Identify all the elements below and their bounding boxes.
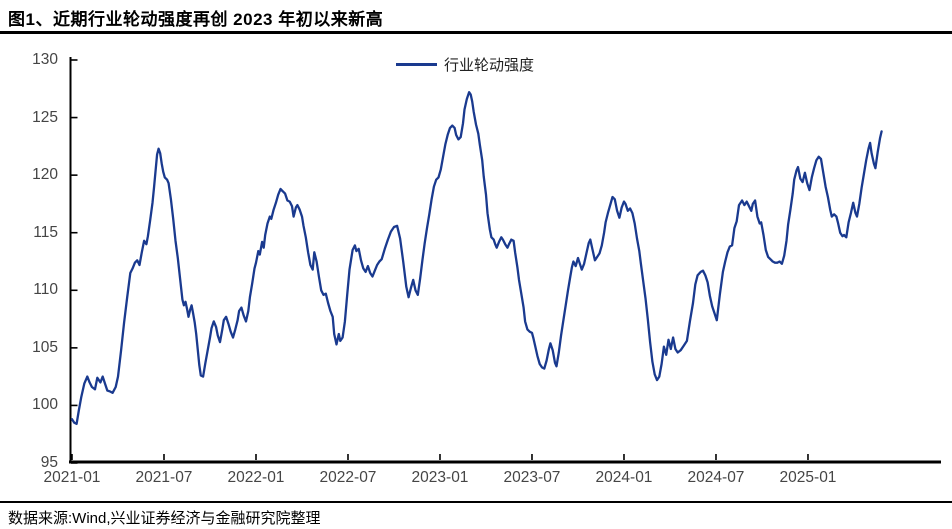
title-divider	[0, 31, 952, 34]
y-axis-tick-label: 115	[33, 224, 58, 241]
figure-title: 图1、近期行业轮动强度再创 2023 年初以来新高	[8, 10, 384, 29]
y-axis-tick-label: 95	[40, 454, 58, 471]
x-axis-tick-label: 2024-07	[687, 469, 745, 486]
data-source: 数据来源:Wind,兴业证券经济与金融研究院整理	[8, 510, 321, 527]
y-axis-tick-label: 105	[32, 339, 58, 356]
x-axis-tick-label: 2021-01	[43, 469, 101, 486]
x-axis-tick-label: 2021-07	[135, 469, 193, 486]
footer-divider	[0, 501, 952, 503]
legend-line-marker	[396, 62, 437, 66]
legend-series-label: 行业轮动强度	[444, 56, 535, 74]
x-axis-tick-label: 2023-07	[503, 469, 561, 486]
x-axis-tick-label: 2025-01	[779, 469, 837, 486]
x-axis-tick-label: 2024-01	[595, 469, 653, 486]
x-axis-tick-label: 2023-01	[411, 469, 469, 486]
y-axis-tick-label: 100	[32, 396, 58, 413]
y-axis-tick-label: 125	[32, 109, 58, 126]
x-axis-tick-label: 2022-07	[319, 469, 377, 486]
x-axis-tick-label: 2022-01	[227, 469, 285, 486]
series-line-行业轮动强度	[70, 91, 883, 426]
legend: 行业轮动强度	[396, 53, 534, 75]
y-axis-tick-label: 120	[32, 166, 58, 183]
y-axis-tick-label: 110	[33, 281, 58, 298]
y-axis-tick-label: 130	[32, 51, 58, 68]
